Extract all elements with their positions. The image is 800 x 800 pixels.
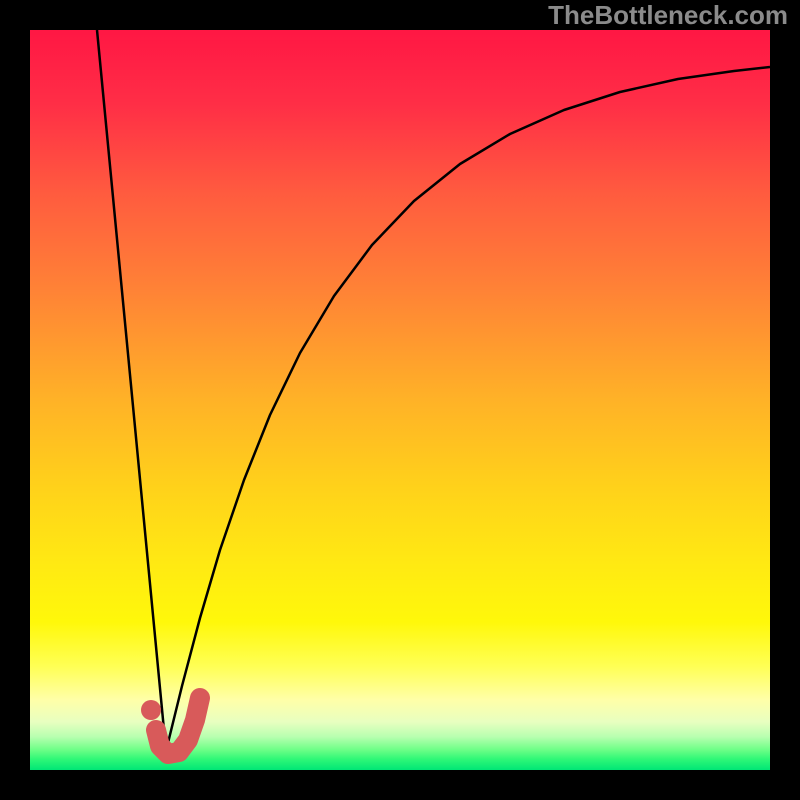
watermark-text: TheBottleneck.com bbox=[548, 0, 788, 31]
bottleneck-curve-plot bbox=[30, 30, 770, 770]
chart-frame: TheBottleneck.com bbox=[0, 0, 800, 800]
plot-svg bbox=[30, 30, 770, 770]
gradient-background bbox=[30, 30, 770, 770]
marker-dot bbox=[141, 700, 161, 720]
